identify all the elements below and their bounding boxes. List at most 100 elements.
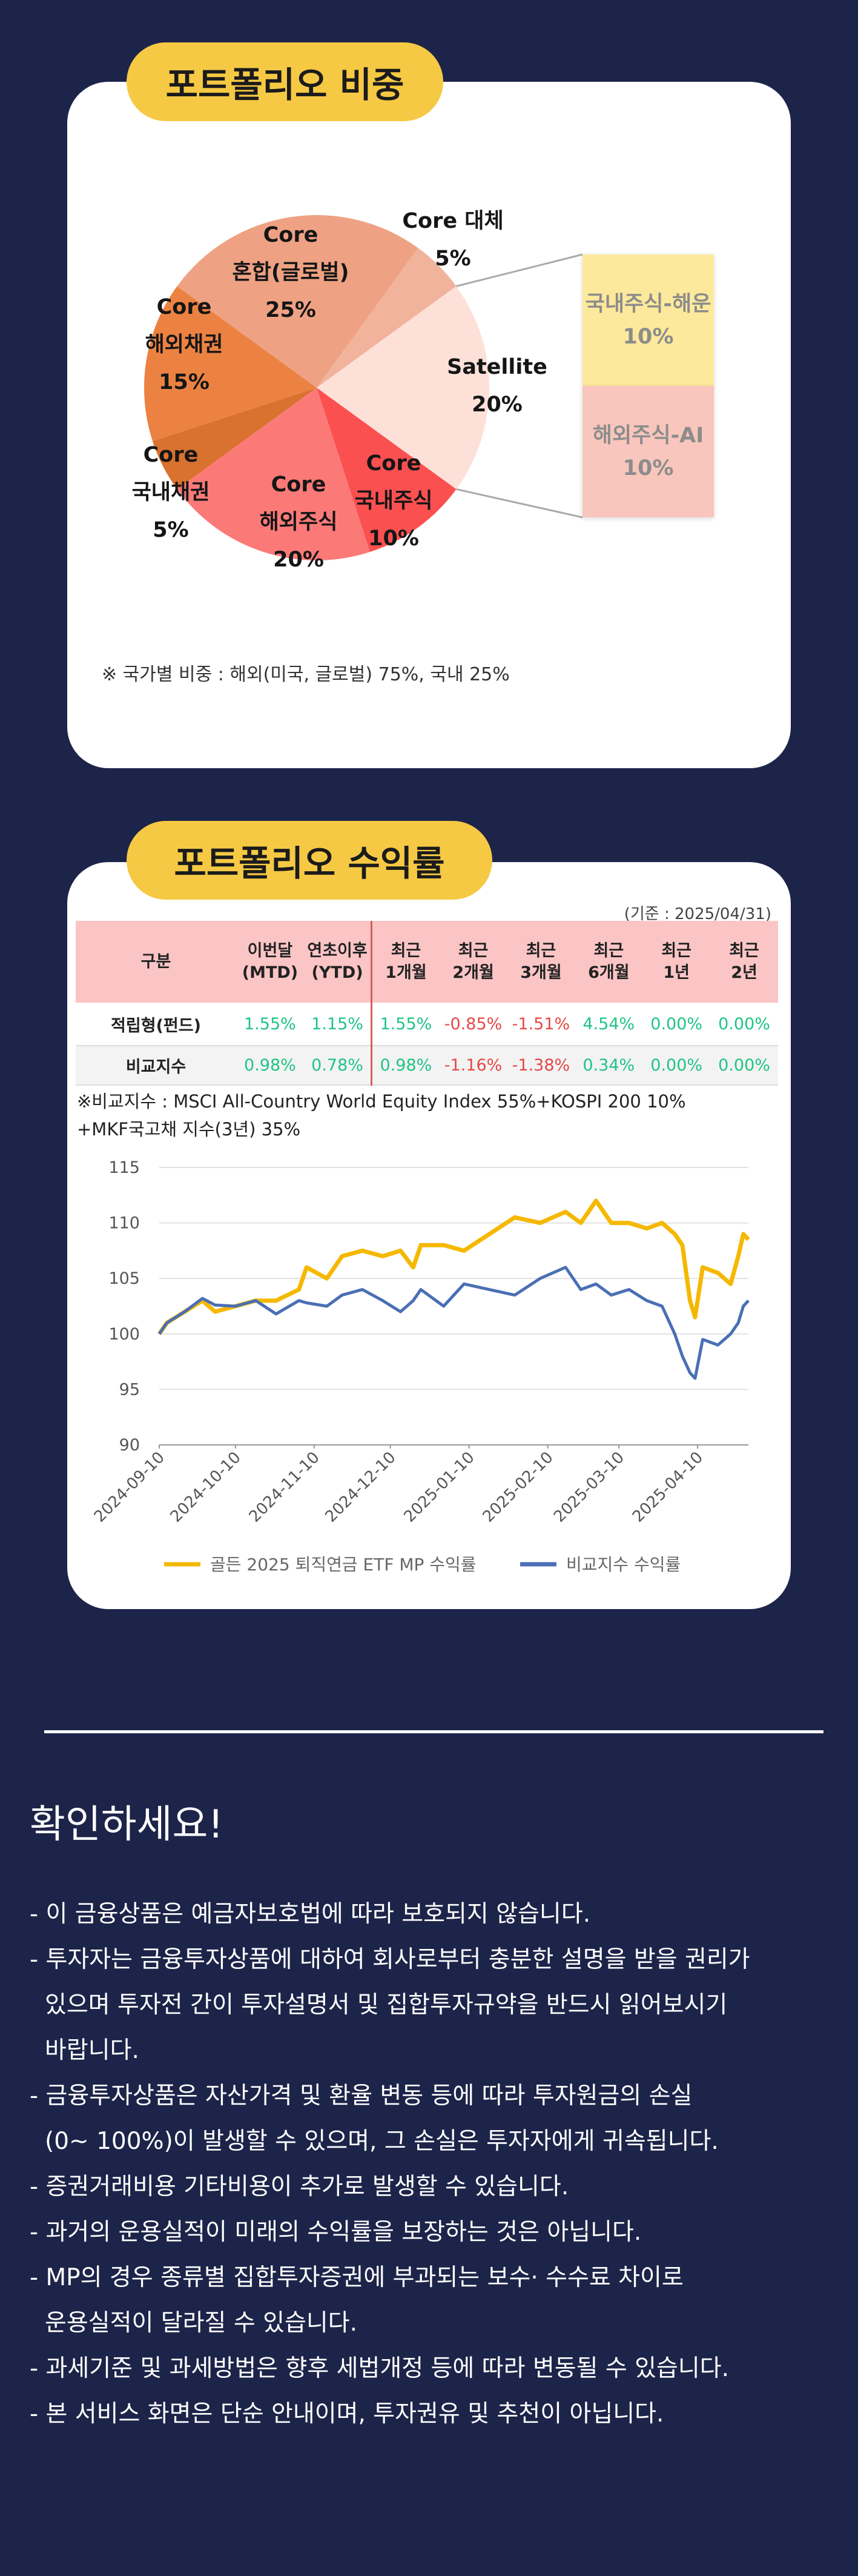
header-cell: 최근 1개월 xyxy=(371,921,440,1003)
return-cell: -1.38% xyxy=(507,1046,575,1086)
y-tick-label: 110 xyxy=(108,1214,140,1233)
slice-name: Core 대체 xyxy=(402,209,504,233)
notice-item: - 과세기준 및 과세방법은 향후 세법개정 등에 따라 변동될 수 있습니다. xyxy=(30,2355,730,2382)
return-cell: 0.00% xyxy=(710,1046,778,1086)
pie-slice xyxy=(317,388,457,553)
pie-label: Core 해외채권 15% xyxy=(145,288,223,401)
breakdown-label: 국내주식-해운 xyxy=(585,291,711,316)
notice-item: - 이 금융상품은 예금자보호법에 따라 보호되지 않습니다. xyxy=(30,1900,591,1928)
breakdown-value: 10% xyxy=(622,456,674,480)
header-cell: 연초이후 (YTD) xyxy=(303,921,373,1003)
row-label: 적립형(펀드) xyxy=(76,1003,236,1046)
x-tick-label: 2024-12-10 xyxy=(322,1449,400,1526)
slice-name: Core 해외채권 xyxy=(145,295,223,357)
slice-value: 15% xyxy=(159,370,210,394)
return-cell: 0.34% xyxy=(575,1046,643,1086)
y-tick-label: 105 xyxy=(108,1269,140,1288)
pie-slice xyxy=(317,248,457,388)
slice-value: 5% xyxy=(435,247,471,271)
header-cell: 이번달 (MTD) xyxy=(236,921,304,1003)
slice-name: Core 국내채권 xyxy=(131,443,210,505)
notice-item: - MP의 경우 종류별 집합투자증권에 부과되는 보수· 수수료 차이로 운용… xyxy=(30,2264,684,2337)
row-label: 비교지수 xyxy=(76,1046,236,1086)
slice-name: Core 혼합(글로벌) xyxy=(232,223,349,285)
x-tick-label: 2024-10-10 xyxy=(167,1449,245,1526)
pie-label: Core 국내주식 10% xyxy=(355,445,433,557)
slice-value: 25% xyxy=(265,298,316,322)
table-row: 적립형(펀드) 1.55% 1.15% 1.55% -0.85% -1.51% 4.54% 0… xyxy=(76,1003,778,1046)
notice-title: 확인하세요! xyxy=(30,1802,224,1847)
series-line xyxy=(157,1266,750,1380)
x-tick-label: 2025-01-10 xyxy=(401,1449,478,1526)
return-cell: 4.54% xyxy=(575,1003,643,1046)
slice-name: Core 해외주식 xyxy=(259,473,338,534)
legend-label: 비교지수 수익률 xyxy=(566,1555,681,1575)
slice-value: 10% xyxy=(368,526,419,551)
slice-value: 5% xyxy=(153,518,189,542)
connector xyxy=(456,488,583,519)
return-cell: -1.16% xyxy=(439,1046,507,1086)
notice-item: - 본 서비스 화면은 단순 안내이며, 투자권유 및 추천이 아닙니다. xyxy=(30,2400,664,2428)
notice-item: - 증권거래비용 기타비용이 추가로 발생할 수 있습니다. xyxy=(30,2173,569,2200)
x-tick-label: 2024-09-10 xyxy=(91,1449,168,1526)
header-cell: 최근 2년 xyxy=(710,921,778,1003)
country-note: ※ 국가별 비중 : 해외(미국, 글로벌) 75%, 국내 25% xyxy=(102,664,510,685)
x-tick-label: 2025-04-10 xyxy=(629,1449,707,1526)
header-row: 구분 이번달 (MTD) 연초이후 (YTD) 최근 1개월 최근 2개월 최근 3개월 최… xyxy=(76,921,778,1003)
slice-name: Core 국내주식 xyxy=(354,451,433,513)
return-cell: 0.00% xyxy=(642,1046,711,1086)
header-cell: 최근 2개월 xyxy=(439,921,507,1003)
notice-item: - 투자자는 금융투자상품에 대하여 회사로부터 충분한 설명을 받을 권리가 … xyxy=(30,1946,750,2064)
y-tick-label: 95 xyxy=(119,1380,140,1399)
slice-name: Satellite xyxy=(447,355,547,379)
legend-label: 골든 2025 퇴직연금 ETF MP 수익률 xyxy=(210,1555,477,1575)
return-cell: 0.98% xyxy=(371,1046,440,1086)
pie-slice xyxy=(177,215,418,388)
divider xyxy=(44,1730,823,1733)
returns-table: 구분 이번달 (MTD) 연초이후 (YTD) 최근 1개월 최근 2개월 최근 3개월 최… xyxy=(76,921,778,1086)
index-note: ※비교지수 : MSCI All-Country World Equity In… xyxy=(77,1091,686,1140)
header-cell: 구분 xyxy=(76,921,236,1003)
return-cell: 0.78% xyxy=(303,1046,373,1086)
return-cell: 0.00% xyxy=(710,1003,778,1046)
return-cell: 1.55% xyxy=(236,1003,304,1046)
header-cell: 최근 1년 xyxy=(642,921,711,1003)
section-title: 포트폴리오 비중 xyxy=(127,42,443,121)
pie-label: Core 대체 5% xyxy=(402,202,503,277)
pie-chart xyxy=(144,215,583,560)
breakdown-box: 해외주식-AI 10% xyxy=(582,386,714,517)
pie-slice xyxy=(152,388,317,490)
pie-label: Core 국내채권 5% xyxy=(132,436,210,549)
breakdown-box: 국내주식-해운 10% xyxy=(582,254,714,386)
notice-item: - 금융투자상품은 자산가격 및 환율 변동 등에 따라 투자원금의 손실 (0… xyxy=(30,2082,719,2155)
pie-slice xyxy=(177,388,371,560)
notice-item: - 과거의 운용실적이 미래의 수익률을 보장하는 것은 아닙니다. xyxy=(30,2219,642,2246)
return-cell: 1.55% xyxy=(371,1003,440,1046)
header-cell: 최근 6개월 xyxy=(575,921,643,1003)
return-cell: 0.98% xyxy=(236,1046,304,1086)
return-cell: -1.51% xyxy=(507,1003,575,1046)
x-tick-label: 2025-03-10 xyxy=(550,1449,628,1526)
connector xyxy=(456,253,583,287)
table-row: 비교지수 0.98% 0.78% 0.98% -1.16% -1.38% 0.34% 0.00… xyxy=(76,1046,778,1086)
x-tick-label: 2025-02-10 xyxy=(480,1449,557,1526)
section-title: 포트폴리오 수익률 xyxy=(127,821,492,900)
x-tick-label: 2024-11-10 xyxy=(246,1449,323,1526)
pie-slice xyxy=(144,286,317,442)
y-tick-label: 90 xyxy=(119,1436,140,1455)
breakdown-label: 해외주식-AI xyxy=(592,423,704,448)
basis-date: (기준 : 2025/04/31) xyxy=(624,905,771,923)
pie-label: Satellite 20% xyxy=(447,348,547,423)
y-tick-label: 100 xyxy=(108,1325,140,1344)
return-cell: 0.00% xyxy=(642,1003,711,1046)
notice-list: - 이 금융상품은 예금자보호법에 따라 보호되지 않습니다. - 투자자는 금융… xyxy=(30,1891,847,2437)
header-cell: 최근 3개월 xyxy=(507,921,575,1003)
y-tick-label: 115 xyxy=(108,1158,140,1177)
slice-value: 20% xyxy=(472,393,523,417)
return-cell: -0.85% xyxy=(439,1003,507,1046)
return-cell: 1.15% xyxy=(303,1003,373,1046)
slice-value: 20% xyxy=(273,548,324,572)
breakdown-value: 10% xyxy=(622,324,674,349)
